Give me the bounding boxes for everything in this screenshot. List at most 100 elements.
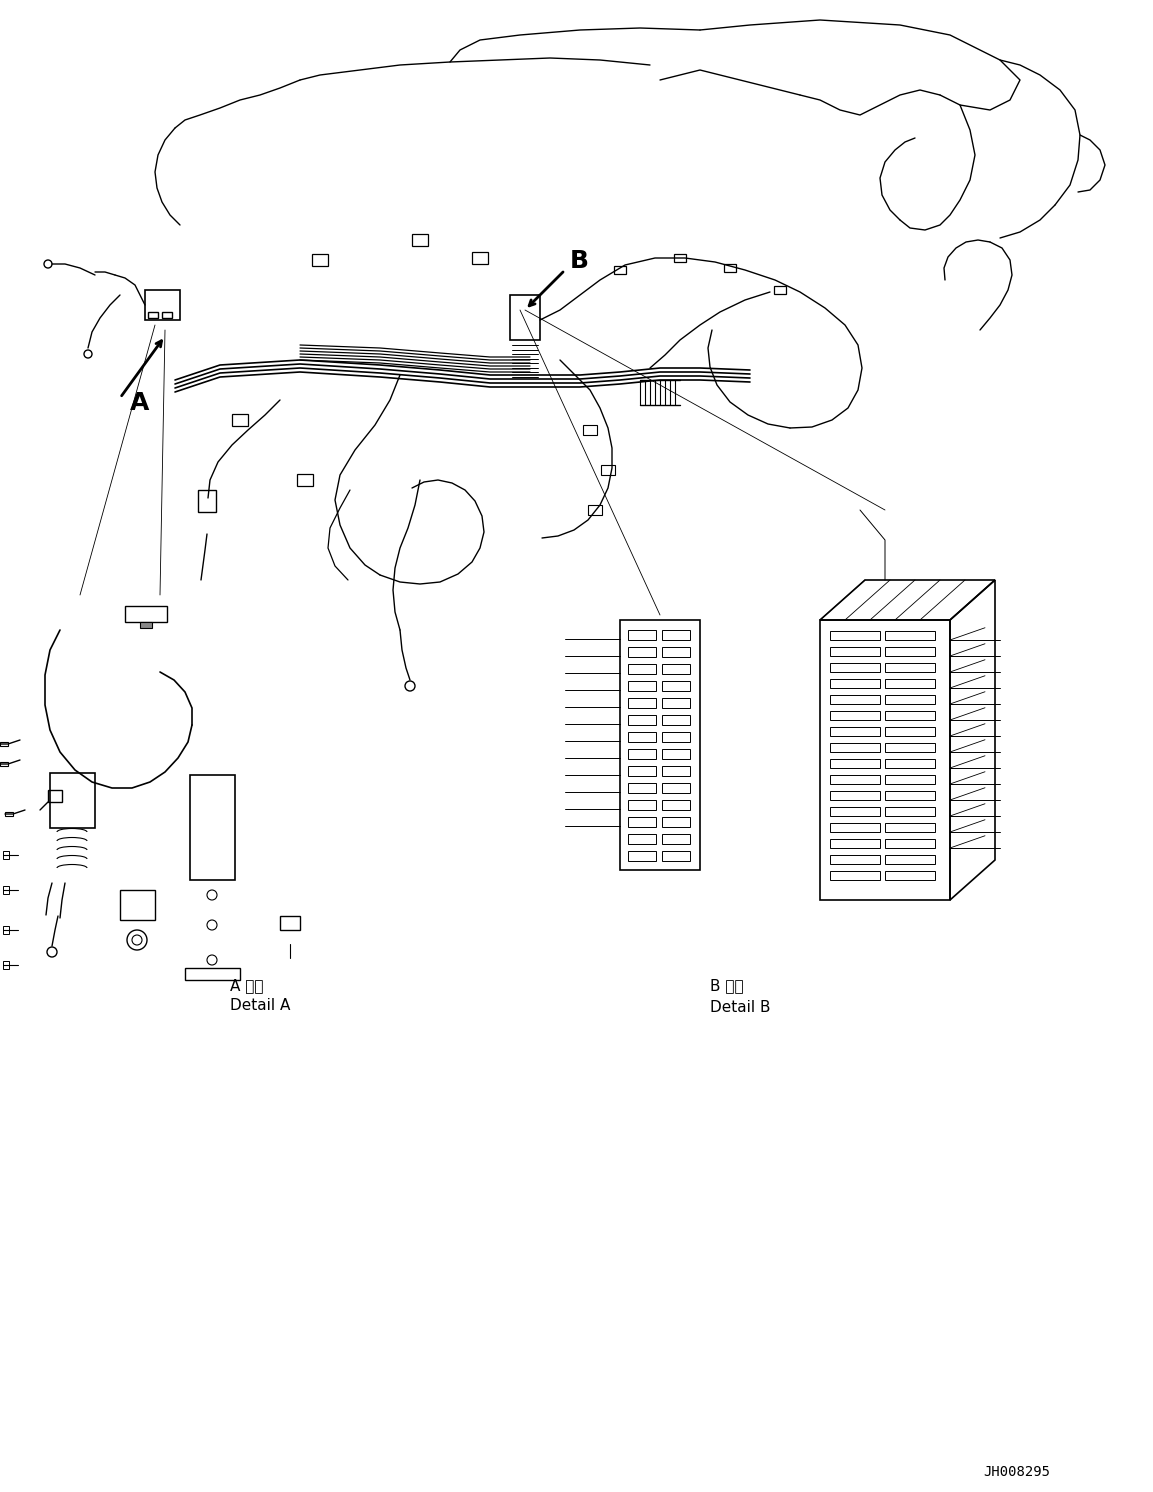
Bar [297,474,312,486]
Bar [830,807,880,816]
Bar [198,489,216,512]
Bar [3,886,9,894]
Bar [886,839,935,847]
Bar [583,425,597,436]
Bar [3,961,9,968]
Bar [312,254,327,266]
Bar [830,759,880,768]
Text: JH008295: JH008295 [984,1465,1050,1479]
Bar [830,648,880,656]
Text: Detail A: Detail A [229,998,291,1013]
Bar [280,916,300,930]
Bar [886,631,935,640]
Bar [662,818,689,827]
Bar [662,850,689,861]
Bar [628,850,656,861]
Text: A 詳細: A 詳細 [229,977,264,994]
Bar [601,466,615,474]
Bar [48,789,62,803]
Bar [0,742,8,746]
Bar [662,715,689,725]
Bar [662,733,689,742]
Bar [662,749,689,759]
Bar [615,266,626,275]
Bar [830,824,880,833]
Bar [163,312,172,318]
Bar [830,743,880,752]
Text: Detail B: Detail B [710,1000,770,1015]
Bar [628,749,656,759]
Bar [886,743,935,752]
Bar [588,504,602,515]
Bar [830,631,880,640]
Bar [628,834,656,844]
Bar [675,254,686,263]
Bar [830,774,880,783]
Bar [662,800,689,810]
Bar [830,839,880,847]
Bar [886,824,935,833]
Bar [886,807,935,816]
Bar [886,855,935,864]
Bar [830,662,880,671]
Bar [628,818,656,827]
Bar [886,759,935,768]
Bar [886,871,935,880]
Text: B 詳細: B 詳細 [710,977,744,994]
Bar [724,264,736,272]
Bar [628,648,656,656]
Bar [662,783,689,794]
Bar [886,679,935,688]
Bar [886,648,935,656]
Bar [472,252,488,264]
Bar [140,622,152,628]
Bar [830,695,880,704]
Bar [774,286,786,294]
Bar [830,712,880,721]
Bar [148,312,158,318]
Bar [3,927,9,934]
Bar [662,698,689,709]
Bar [232,413,248,427]
Bar [662,630,689,640]
Bar [662,834,689,844]
Bar [3,850,9,859]
Bar [628,800,656,810]
Bar [886,712,935,721]
Bar [184,968,240,980]
Bar [125,606,167,622]
Bar [662,648,689,656]
Bar [830,791,880,800]
Bar [830,679,880,688]
Bar [145,289,180,319]
Bar [830,855,880,864]
Bar [50,773,95,828]
Bar [820,621,950,900]
Bar [510,295,540,340]
Bar [886,727,935,736]
Bar [886,662,935,671]
Bar [830,727,880,736]
Bar [628,765,656,776]
Bar [620,621,700,870]
Bar [886,774,935,783]
Bar [662,664,689,674]
Bar [662,765,689,776]
Bar [628,783,656,794]
Text: A: A [130,391,150,415]
Bar [886,695,935,704]
Bar [628,680,656,691]
Bar [628,715,656,725]
Bar [830,871,880,880]
Bar [412,234,428,246]
Bar [5,812,13,816]
Text: B: B [570,249,589,273]
Bar [886,791,935,800]
Bar [120,891,155,921]
Bar [628,698,656,709]
Bar [628,664,656,674]
Bar [628,630,656,640]
Bar [0,762,8,765]
Bar [628,733,656,742]
Bar [662,680,689,691]
